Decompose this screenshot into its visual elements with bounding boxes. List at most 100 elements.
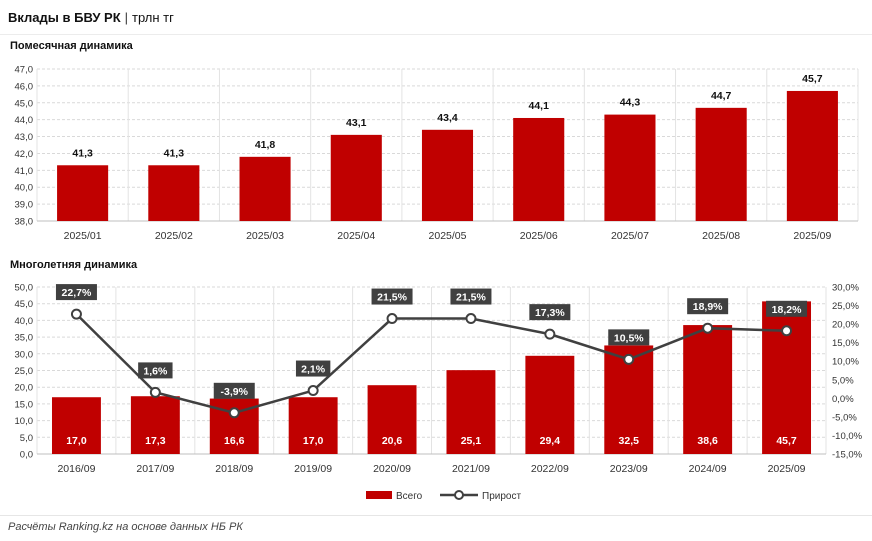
- c1-xtick-label: 2025/07: [611, 230, 649, 242]
- c2-growth-data-label: 21,5%: [377, 292, 407, 304]
- c2-bar-data-label: 32,5: [619, 435, 640, 447]
- c2-growth-line: [75, 313, 787, 415]
- c1-bar: [695, 107, 747, 221]
- c2-xtick-label: 2020/09: [373, 463, 411, 475]
- c2-ytick-label: 50,0: [15, 283, 34, 294]
- c1-data-label: 43,4: [437, 112, 458, 124]
- c2-bar-data-label: 17,0: [303, 435, 324, 447]
- c2-y2tick-label: 20,0%: [832, 320, 859, 331]
- c2-growth-point: [544, 328, 556, 340]
- c2-growth-point: [149, 386, 161, 398]
- c1-xtick-label: 2025/05: [429, 230, 467, 242]
- c2-y2tick-label: -10,0%: [832, 431, 863, 442]
- c2-y2tick-label: 10,0%: [832, 357, 859, 368]
- c2-growth-point: [465, 313, 477, 325]
- c1-bar: [421, 129, 474, 221]
- c1-xtick-label: 2025/08: [702, 230, 740, 242]
- c2-growth-data-label: 2,1%: [301, 364, 326, 376]
- c2-xtick-label: 2018/09: [215, 463, 253, 475]
- c2-growth-data-label: 1,6%: [143, 365, 168, 377]
- c1-data-label: 41,3: [72, 147, 93, 159]
- c2-bar: [762, 301, 812, 454]
- c2-xtick-label: 2022/09: [531, 463, 569, 475]
- c2-bar: [683, 325, 733, 454]
- c2-bar: [51, 397, 101, 454]
- footer-divider: [0, 515, 872, 516]
- c2-growth-point: [623, 353, 635, 365]
- c2-ytick-label: 5,0: [20, 433, 33, 444]
- c2-growth-data-label: -3,9%: [221, 386, 249, 398]
- c2-xtick-label: 2025/09: [768, 463, 806, 475]
- c1-bar: [239, 156, 291, 221]
- c1-xtick-label: 2025/02: [155, 230, 193, 242]
- c2-y2tick-label: 25,0%: [832, 301, 859, 312]
- c2-ytick-label: 20,0: [15, 383, 34, 394]
- title-main: Вклады в БВУ РК: [8, 10, 121, 25]
- c2-xtick-label: 2017/09: [136, 463, 174, 475]
- c2-growth-label-box: [687, 298, 729, 315]
- c1-data-label: 44,1: [529, 100, 550, 112]
- c2-ytick-label: 0,0: [20, 450, 33, 461]
- c1-ytick-label: 46,0: [15, 81, 34, 92]
- c1-xtick-label: 2025/06: [520, 230, 558, 242]
- c2-growth-point: [70, 308, 82, 320]
- c1-ytick-label: 43,0: [15, 132, 34, 143]
- c1-ytick-label: 41,0: [15, 166, 34, 177]
- c1-ytick-label: 45,0: [15, 98, 34, 109]
- c2-bar-data-label: 20,6: [382, 435, 403, 447]
- c2-bar-data-label: 17,0: [66, 435, 87, 447]
- c2-xtick-label: 2024/09: [689, 463, 727, 475]
- c2-bar-data-label: 29,4: [540, 435, 561, 447]
- c1-ytick-label: 42,0: [15, 149, 34, 160]
- title-unit: трлн тг: [132, 10, 174, 25]
- c1-xtick-label: 2025/01: [64, 230, 102, 242]
- c2-growth-label-box: [608, 329, 650, 346]
- c2-y2tick-label: 5,0%: [832, 375, 854, 386]
- c1-data-label: 41,8: [255, 139, 276, 151]
- c2-ytick-label: 45,0: [15, 299, 34, 310]
- legend-label-line: Прирост: [482, 491, 521, 502]
- c2-bar: [367, 385, 417, 454]
- legend-label-bar: Всего: [396, 491, 423, 502]
- c2-y2tick-label: -5,0%: [832, 412, 857, 423]
- c2-growth-point: [781, 325, 793, 337]
- c2-y2tick-label: -15,0%: [832, 450, 863, 461]
- c2-ytick-label: 25,0: [15, 366, 34, 377]
- c2-growth-data-label: 22,7%: [62, 287, 92, 299]
- c1-ytick-label: 40,0: [15, 183, 34, 194]
- c2-growth-data-label: 10,5%: [614, 332, 644, 344]
- legend-swatch-marker: [454, 490, 464, 500]
- c1-bar: [330, 134, 382, 221]
- c2-xtick-label: 2019/09: [294, 463, 332, 475]
- c2-ytick-label: 15,0: [15, 399, 34, 410]
- c2-growth-point: [307, 385, 319, 397]
- c2-growth-label-box: [371, 288, 413, 305]
- c2-growth-label-box: [55, 284, 97, 301]
- c2-growth-point: [386, 313, 398, 325]
- c1-bar: [148, 165, 200, 221]
- chart2-title: Многолетняя динамика: [10, 259, 138, 271]
- c1-ytick-label: 47,0: [15, 65, 34, 76]
- c2-ytick-label: 40,0: [15, 316, 34, 327]
- c1-ytick-label: 44,0: [15, 115, 34, 126]
- c2-growth-point: [702, 322, 714, 334]
- c2-bar-data-label: 17,3: [145, 435, 166, 447]
- c1-bar: [513, 117, 565, 221]
- chart1-title: Помесячная динамика: [10, 40, 133, 52]
- c1-bar: [786, 90, 838, 221]
- c2-growth-label-box: [295, 360, 331, 377]
- c2-xtick-label: 2023/09: [610, 463, 648, 475]
- c1-bar: [57, 165, 109, 221]
- c2-bar: [446, 370, 496, 454]
- c2-growth-label-box: [213, 382, 255, 399]
- c2-xtick-label: 2021/09: [452, 463, 490, 475]
- c1-data-label: 44,7: [711, 90, 732, 102]
- header-divider: [0, 34, 872, 35]
- c2-bar: [130, 396, 180, 454]
- source-note: Расчёты Ranking.kz на основе данных НБ Р…: [8, 521, 243, 533]
- c2-growth-data-label: 21,5%: [456, 292, 486, 304]
- c2-growth-label-box: [529, 304, 571, 321]
- c2-growth-data-label: 18,9%: [693, 301, 723, 313]
- c2-xtick-label: 2016/09: [57, 463, 95, 475]
